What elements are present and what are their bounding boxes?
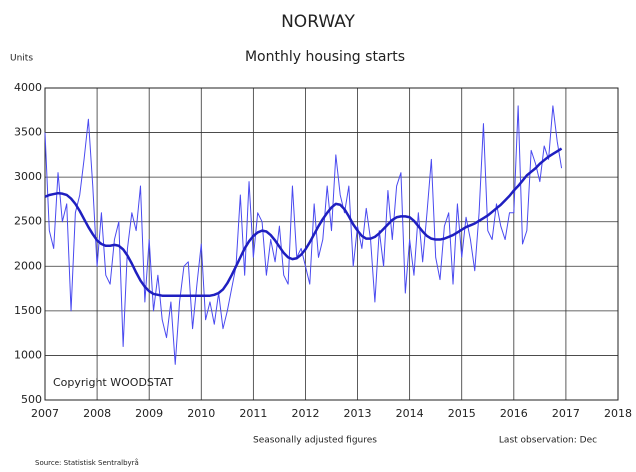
x-tick-label: 2009: [135, 407, 163, 420]
data-line: [44, 105, 563, 365]
y-tick-label: 3500: [14, 126, 42, 139]
y-tick-label: 3000: [14, 170, 42, 183]
source: Source: Statistisk Sentralbyrå: [35, 458, 139, 467]
y-tick-label: 4000: [14, 81, 42, 94]
x-tick-label: 2018: [604, 407, 632, 420]
note: Seasonally adjusted figures: [253, 436, 377, 446]
x-tick-label: 2016: [500, 407, 528, 420]
y-tick-label: 2000: [14, 259, 42, 272]
x-tick-label: 2014: [396, 407, 424, 420]
x-tick-label: 2012: [291, 407, 319, 420]
x-tick-label: 2017: [552, 407, 580, 420]
x-tick-label: 2008: [83, 407, 111, 420]
data-line: [44, 147, 563, 297]
x-tick-label: 2007: [31, 407, 59, 420]
x-tick-label: 2010: [187, 407, 215, 420]
x-tick-label: 2015: [448, 407, 476, 420]
y-tick-label: 1000: [14, 348, 42, 361]
y-tick-label: 500: [21, 393, 42, 406]
note: Last observation: Dec: [499, 436, 597, 446]
copyright: Copyright WOODSTAT: [53, 376, 173, 389]
y-tick-label: 1500: [14, 304, 42, 317]
x-tick-label: 2013: [344, 407, 372, 420]
y-axis-label: Units: [10, 54, 33, 64]
x-tick-label: 2011: [239, 407, 267, 420]
chart-subtitle: Monthly housing starts: [245, 49, 405, 65]
plot-frame: [44, 87, 619, 401]
chart-title: NORWAY: [281, 12, 355, 32]
y-tick-label: 2500: [14, 215, 42, 228]
